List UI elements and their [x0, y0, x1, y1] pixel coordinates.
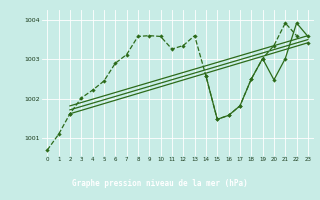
Text: Graphe pression niveau de la mer (hPa): Graphe pression niveau de la mer (hPa) — [72, 179, 248, 188]
